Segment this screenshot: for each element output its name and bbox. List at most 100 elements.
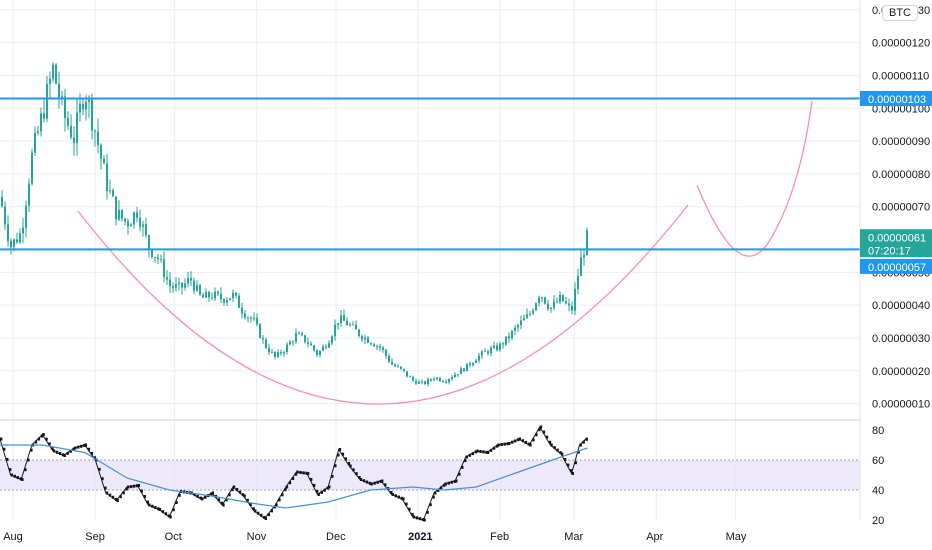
candle-body (193, 280, 195, 291)
candle-body (37, 131, 39, 134)
oscillator-step (521, 439, 525, 443)
oscillator-step (27, 458, 30, 462)
oscillator-step (254, 509, 257, 513)
oscillator-step (439, 486, 443, 490)
candle-body (523, 318, 525, 321)
candle-body (577, 275, 579, 289)
candle-body (544, 297, 546, 304)
candle-body (568, 303, 570, 306)
oscillator-step (432, 495, 435, 499)
candle-body (448, 379, 450, 382)
candle-body (430, 379, 432, 381)
oscillator-step (167, 514, 171, 518)
candle-body (508, 336, 510, 339)
oscillator-step (249, 503, 252, 507)
candle-body (499, 343, 501, 351)
oscillator-step (246, 498, 249, 502)
oscillator-step (529, 443, 532, 447)
oscillator-step (263, 515, 266, 519)
candle-body (505, 336, 507, 345)
oscillator-step (284, 488, 287, 492)
oscillator-step (563, 458, 567, 462)
candle-body (148, 235, 150, 250)
candle-body (361, 335, 363, 340)
candle-body (163, 259, 165, 278)
candle-body (469, 363, 471, 366)
horizontal-levels[interactable] (0, 97, 860, 251)
candle-body (97, 131, 99, 146)
candle-body (442, 381, 444, 383)
candle-body (91, 99, 93, 131)
oscillator-step (577, 450, 580, 454)
oscillator-step (199, 496, 202, 500)
oscillator-tick-label: 80 (872, 425, 884, 437)
oscillator-step (474, 450, 478, 454)
candle-body (538, 297, 540, 304)
candle-body (217, 291, 219, 294)
candle-body (220, 293, 222, 300)
candle-body (358, 329, 360, 336)
oscillator-step (204, 495, 207, 499)
candle-body (133, 212, 135, 225)
oscillator-step (48, 442, 51, 446)
candle-body (484, 351, 486, 353)
candle-body (121, 209, 123, 219)
oscillator-step (328, 485, 331, 489)
candle-body (286, 344, 288, 353)
candle-body (259, 324, 261, 338)
oscillator-step (34, 440, 38, 444)
oscillator-step (294, 472, 298, 476)
oscillator-step (405, 502, 408, 506)
candle-body (58, 83, 60, 98)
time-tick-label: Dec (326, 531, 346, 543)
oscillator-step (455, 479, 458, 483)
oscillator-tick-label: 40 (872, 485, 884, 497)
candle-body (229, 298, 231, 300)
oscillator-step (9, 468, 12, 472)
candle-body (478, 355, 480, 361)
time-axis[interactable]: Aug Sep Oct Nov Dec 2021 Feb Mar Apr May (3, 531, 747, 543)
oscillator-step (217, 498, 221, 502)
time-tick-label: Nov (247, 531, 267, 543)
oscillator-step (252, 507, 255, 511)
oscillator-step (495, 444, 499, 448)
candle-body (496, 345, 498, 351)
candle-body (10, 240, 12, 247)
candle-body (205, 291, 207, 298)
oscillator-step (90, 452, 94, 456)
support-price-tag (860, 258, 932, 274)
candle-body (247, 317, 249, 319)
oscillator-step (461, 465, 464, 469)
candle-body (169, 279, 171, 287)
current-price-tag-text: 0.00000061 (868, 232, 926, 244)
candle-body (310, 343, 312, 346)
candle-body (46, 84, 48, 119)
candle-body (226, 299, 228, 303)
oscillator-step (352, 468, 355, 472)
oscillator-step (158, 508, 162, 511)
oscillator-step (104, 486, 107, 490)
candle-body (337, 322, 339, 325)
oscillator-axis: 80 60 40 20 (872, 425, 884, 527)
oscillator-step (315, 489, 319, 493)
price-axis[interactable]: 0.000001300.000001200.000001100.00000100… (872, 5, 930, 411)
oscillator-step (426, 510, 429, 514)
oscillator-step (349, 464, 352, 468)
oscillator-step (288, 481, 292, 485)
oscillator-step (175, 501, 178, 505)
oscillator-step (241, 493, 245, 497)
candle-body (334, 324, 336, 337)
candle-body (157, 257, 159, 260)
oscillator-step (232, 485, 236, 489)
candle-body (214, 291, 216, 299)
candle-body (289, 341, 291, 345)
currency-badge[interactable]: BTC (882, 5, 918, 21)
price-tick-label: 0.00000040 (872, 300, 930, 312)
candle-body (295, 333, 297, 342)
candle-body (457, 374, 459, 376)
candle-body (13, 239, 15, 247)
candle-body (16, 239, 18, 243)
candle-body (472, 363, 474, 366)
candle-body (565, 301, 567, 304)
